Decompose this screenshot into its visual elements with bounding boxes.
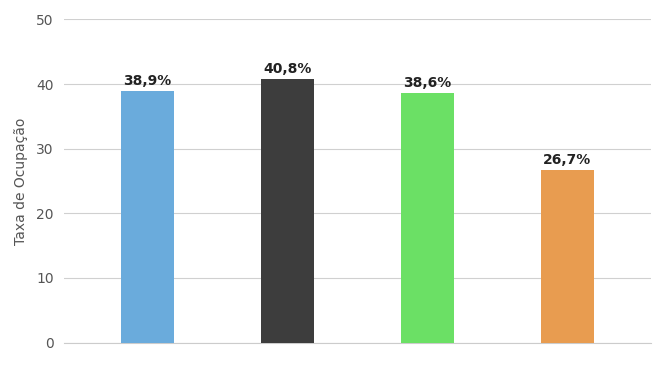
Y-axis label: Taxa de Ocupação: Taxa de Ocupação (14, 117, 28, 245)
Bar (261, 79, 314, 343)
Bar (541, 170, 594, 343)
Text: 40,8%: 40,8% (263, 62, 312, 76)
Text: 26,7%: 26,7% (543, 153, 591, 167)
Text: 38,6%: 38,6% (403, 76, 452, 90)
Bar (401, 93, 454, 343)
Text: 38,9%: 38,9% (124, 74, 172, 88)
Bar (121, 91, 174, 343)
